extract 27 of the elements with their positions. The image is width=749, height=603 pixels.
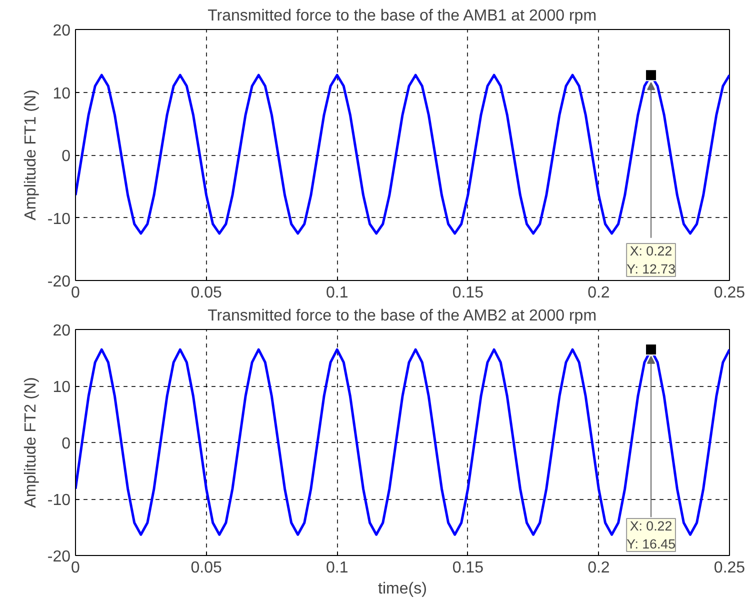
- y-tick-label: -20: [47, 548, 71, 566]
- y-tick-label: 0: [62, 436, 71, 452]
- chart-title: Transmitted force to the base of the AMB1 at 2000 rpm: [208, 8, 597, 24]
- y-tick-label: 20: [52, 22, 71, 40]
- annotation: X: 0.22 Y: 12.73: [626, 244, 676, 276]
- x-axis-title: time(s): [378, 580, 427, 598]
- x-tick-label: 0.05: [190, 560, 222, 576]
- x-tick-label: 0.25: [714, 560, 746, 576]
- y-axis-title: Amplitude FT1 (N): [22, 90, 40, 220]
- y-tick-label: 0: [62, 148, 71, 165]
- x-tick-label: 0.25: [714, 284, 746, 302]
- x-tick-label: 0.15: [452, 560, 484, 576]
- x-tick-label: 0.05: [190, 284, 222, 302]
- chart-title: Transmitted force to the base of the AMB2 at 2000 rpm: [208, 308, 597, 324]
- x-tick-label: 0.1: [326, 284, 348, 302]
- x-tick-label: 0.1: [326, 560, 348, 576]
- x-tick-label: 0.2: [588, 284, 610, 302]
- y-axis-title: Amplitude FT2 (N): [22, 377, 40, 508]
- x-tick-label: 0.15: [452, 284, 484, 302]
- y-tick-label: -10: [47, 492, 71, 509]
- y-tick-label: 20: [52, 322, 71, 340]
- y-tick-label: 10: [52, 85, 71, 102]
- y-tick-label: -20: [47, 274, 71, 290]
- x-tick-label: 0.2: [588, 560, 610, 576]
- annotation: X: 0.22 Y: 16.45: [626, 518, 676, 552]
- y-tick-label: 10: [52, 379, 71, 396]
- y-tick-label: -10: [47, 210, 71, 228]
